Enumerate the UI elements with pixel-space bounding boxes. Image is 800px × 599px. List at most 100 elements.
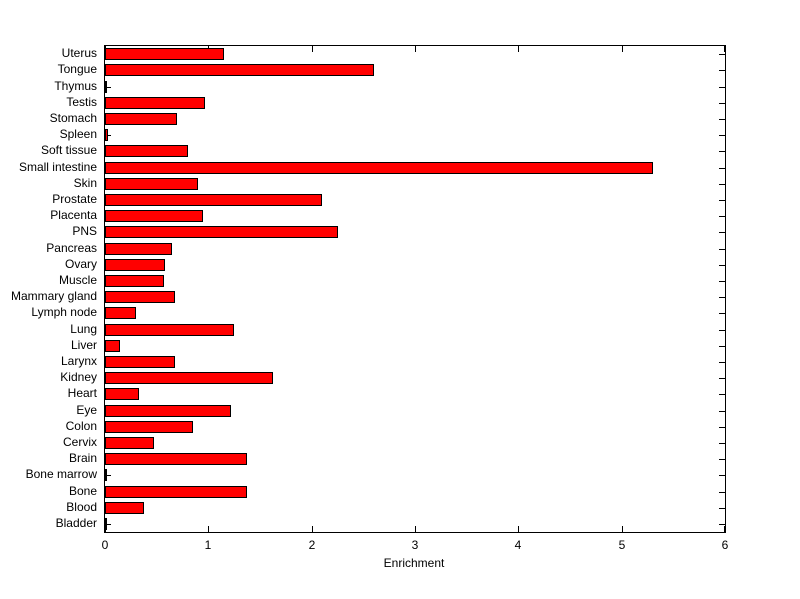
y-tick-right	[719, 103, 725, 104]
bar-mammary-gland	[105, 291, 175, 303]
bar-bone	[105, 486, 247, 498]
bar-pancreas	[105, 243, 172, 255]
y-tick-right	[719, 184, 725, 185]
y-tick-right	[719, 216, 725, 217]
y-tick-right	[719, 265, 725, 266]
y-tick-label: Colon	[65, 419, 97, 433]
bar-spleen	[105, 129, 108, 141]
x-tick-label: 0	[101, 538, 109, 552]
y-tick-label: Cervix	[62, 435, 97, 449]
plot-area	[104, 45, 726, 533]
y-tick-left	[105, 135, 111, 136]
y-tick-label: Thymus	[54, 79, 97, 93]
y-tick-right	[719, 362, 725, 363]
y-tick-label: Bone	[68, 484, 97, 498]
y-tick-right	[719, 54, 725, 55]
bar-soft-tissue	[105, 145, 188, 157]
bar-muscle	[105, 275, 164, 287]
x-tick-top	[622, 46, 623, 52]
bar-bladder	[105, 518, 107, 530]
x-tick-top	[724, 46, 725, 52]
y-tick-label: Ovary	[64, 257, 97, 271]
y-tick-label: Heart	[67, 386, 97, 400]
y-tick-right	[719, 281, 725, 282]
y-tick-label: Testis	[66, 95, 97, 109]
y-tick-label: Bladder	[55, 516, 97, 530]
y-tick-left	[105, 475, 111, 476]
y-tick-right	[719, 411, 725, 412]
y-tick-left	[105, 87, 111, 88]
y-tick-label: Larynx	[60, 354, 97, 368]
bar-bone-marrow	[105, 469, 107, 481]
y-tick-right	[719, 119, 725, 120]
y-tick-right	[719, 394, 725, 395]
x-tick-bottom	[415, 526, 416, 532]
x-tick-bottom	[312, 526, 313, 532]
bar-small-intestine	[105, 162, 653, 174]
bar-testis	[105, 97, 205, 109]
y-tick-right	[719, 151, 725, 152]
y-tick-label: Soft tissue	[40, 143, 97, 157]
y-tick-left	[105, 524, 111, 525]
y-tick-label: Bone marrow	[25, 467, 97, 481]
y-tick-right	[719, 330, 725, 331]
y-tick-right	[719, 346, 725, 347]
y-tick-right	[719, 297, 725, 298]
bar-thymus	[105, 81, 107, 93]
y-tick-right	[719, 508, 725, 509]
x-tick-top	[415, 46, 416, 52]
bar-uterus	[105, 48, 224, 60]
y-tick-label: Stomach	[49, 111, 97, 125]
bar-kidney	[105, 372, 273, 384]
y-tick-right	[719, 135, 725, 136]
bar-blood	[105, 502, 144, 514]
y-tick-right	[719, 427, 725, 428]
x-tick-bottom	[208, 526, 209, 532]
bar-pns	[105, 226, 338, 238]
y-tick-label: Small intestine	[18, 160, 97, 174]
y-tick-label: Muscle	[58, 273, 97, 287]
y-tick-right	[719, 200, 725, 201]
x-tick-label: 1	[204, 538, 212, 552]
bar-cervix	[105, 437, 154, 449]
bar-lung	[105, 324, 234, 336]
bar-ovary	[105, 259, 165, 271]
bar-lymph-node	[105, 307, 136, 319]
y-tick-right	[719, 87, 725, 88]
bar-brain	[105, 453, 247, 465]
y-tick-right	[719, 475, 725, 476]
bar-heart	[105, 388, 139, 400]
y-tick-right	[719, 168, 725, 169]
y-tick-right	[719, 249, 725, 250]
y-tick-label: Pancreas	[46, 241, 97, 255]
bar-larynx	[105, 356, 175, 368]
bar-colon	[105, 421, 193, 433]
x-tick-label: 5	[618, 538, 626, 552]
y-tick-right	[719, 70, 725, 71]
y-tick-label: Mammary gland	[10, 289, 97, 303]
bar-eye	[105, 405, 231, 417]
y-tick-right	[719, 313, 725, 314]
y-tick-right	[719, 232, 725, 233]
y-tick-right	[719, 443, 725, 444]
x-tick-top	[312, 46, 313, 52]
y-tick-right	[719, 492, 725, 493]
x-tick-label: 3	[411, 538, 419, 552]
bar-stomach	[105, 113, 177, 125]
x-tick-bottom	[518, 526, 519, 532]
y-tick-right	[719, 524, 725, 525]
bar-tongue	[105, 64, 374, 76]
y-tick-label: Placenta	[50, 208, 97, 222]
bar-prostate	[105, 194, 322, 206]
y-tick-label: Tongue	[57, 62, 97, 76]
y-tick-label: Eye	[76, 403, 97, 417]
x-tick-label: 4	[514, 538, 522, 552]
x-tick-top	[518, 46, 519, 52]
y-tick-label: Blood	[66, 500, 97, 514]
y-tick-label: Prostate	[52, 192, 97, 206]
y-tick-label: Lung	[70, 322, 97, 336]
x-tick-bottom	[622, 526, 623, 532]
y-tick-label: Spleen	[59, 127, 97, 141]
y-tick-label: Uterus	[61, 46, 97, 60]
